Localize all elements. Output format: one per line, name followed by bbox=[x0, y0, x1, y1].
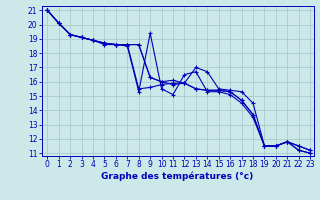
X-axis label: Graphe des températures (°c): Graphe des températures (°c) bbox=[101, 172, 254, 181]
